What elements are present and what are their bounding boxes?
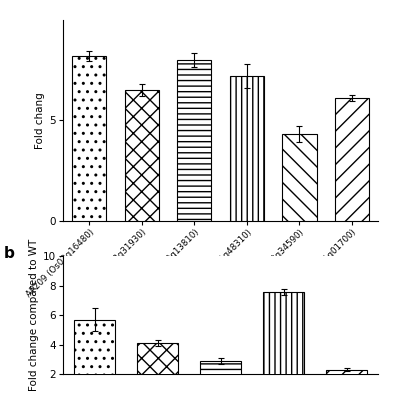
Bar <box>74 320 115 394</box>
Bar <box>282 134 316 221</box>
Bar <box>230 76 264 221</box>
Bar <box>177 60 212 221</box>
Bar <box>326 370 367 394</box>
Y-axis label: Fold chang: Fold chang <box>35 92 45 149</box>
Bar <box>200 361 241 394</box>
Y-axis label: Fold change compared to WT: Fold change compared to WT <box>29 239 39 391</box>
Bar <box>72 56 106 221</box>
Bar <box>137 343 178 394</box>
Bar <box>263 292 304 394</box>
Bar <box>125 90 159 221</box>
Text: b: b <box>4 246 15 261</box>
Bar <box>335 98 369 221</box>
